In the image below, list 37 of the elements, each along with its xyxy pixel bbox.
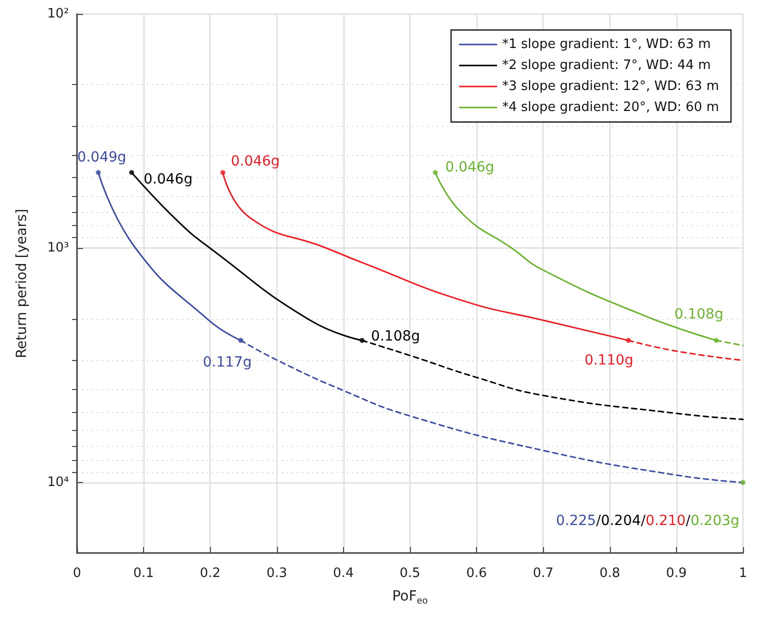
legend-label: *1 slope gradient: 1°, WD: 63 m [502,37,711,52]
annotation: 0.046g [144,172,193,188]
annotation: 0.049g [77,150,126,166]
x-tick-label: 0.5 [400,566,420,581]
x-tick-label: 0.3 [266,566,288,581]
x-tick-label: 0.8 [599,566,620,581]
x-tick-label: 0.7 [532,566,554,581]
x-tick-label: 0.6 [466,566,487,581]
y-axis-title: Return period [years] [14,208,30,358]
y-tick-label: 10² [47,6,69,22]
annotation: 0.108g [371,328,420,344]
annotation: 0.046g [445,160,494,176]
annotation: 0.046g [230,154,280,170]
y-tick-label: 10³ [47,240,69,256]
point [626,338,631,343]
x-tick-label: 0.1 [133,566,154,581]
point [432,170,438,176]
x-tick-label: 0.4 [333,566,354,581]
point [220,170,226,176]
point [360,338,365,343]
x-tick-label: 0.9 [666,566,687,581]
point [238,338,244,343]
legend-label: *3 slope gradient: 12°, WD: 63 m [502,79,720,94]
legend-label: *4 slope gradient: 20°, WD: 60 m [502,100,720,115]
point [740,480,746,485]
x-tick-label: 1 [738,566,748,581]
legend-label: *2 slope gradient: 7°, WD: 44 m [502,58,711,73]
x-tick-label: 0.2 [200,566,221,581]
annotation: 0.117g [202,354,252,370]
annotation: 0.108g [674,306,724,322]
annotation: 0.110g [584,352,634,368]
x-tick-label: 0 [72,566,82,581]
y-tick-label: 10⁴ [47,474,69,490]
annotation: 0.225/0.204/0.210/0.203g [556,513,740,530]
point [96,170,101,176]
point [129,170,134,176]
point [714,338,719,343]
